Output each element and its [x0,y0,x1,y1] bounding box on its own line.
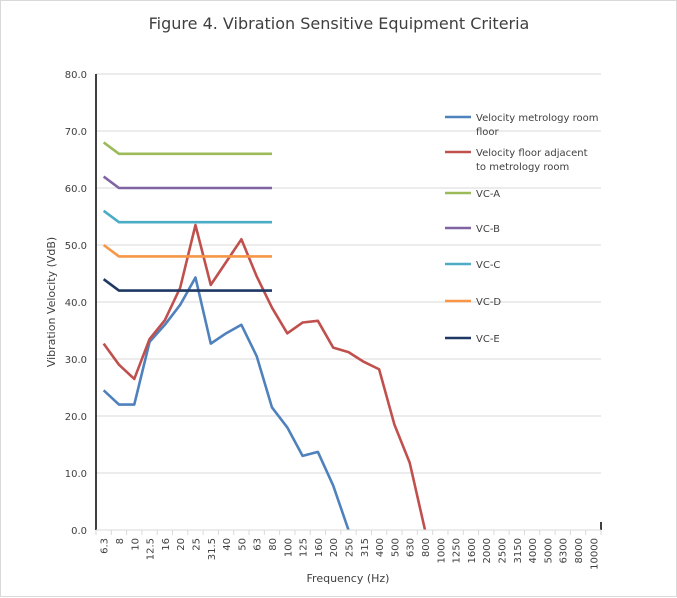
legend-label: VC-A [476,189,500,200]
x-tick-label: 2500 [498,538,509,563]
x-tick-label: 4000 [528,538,539,563]
x-tick-label: 500 [390,538,401,557]
x-tick-label: 80 [268,538,279,551]
y-tick-label: 20.0 [65,412,87,423]
x-tick-label: 50 [237,538,248,551]
x-axis-label: Frequency (Hz) [307,572,390,585]
x-tick-label: 31.5 [207,538,218,560]
x-tick-label: 250 [345,538,356,557]
x-tick-label: 1600 [467,538,478,563]
x-tick-label: 25 [191,538,202,551]
series-line [102,209,272,224]
x-tick-label: 1000 [436,538,447,563]
x-tick-label: 40 [222,538,233,551]
x-tick-label: 100 [283,538,294,557]
x-tick-label: 10 [130,538,141,551]
y-tick-label: 80.0 [65,70,87,81]
legend-label: to metrology room [476,162,569,173]
x-tick-label: 2000 [482,538,493,563]
x-tick-label: 800 [421,538,432,557]
x-tick-label: 1250 [452,538,463,563]
series-line [102,223,427,531]
x-tick-label: 5000 [543,538,554,563]
legend-label: Velocity floor adjacent [476,148,588,159]
x-tick-label: 8 [115,538,126,544]
x-tick-label: 16 [161,538,172,551]
y-tick-label: 40.0 [65,298,87,309]
x-tick-label: 3150 [513,538,524,563]
series-line [102,243,272,258]
y-tick-label: 50.0 [65,241,87,252]
legend-label: floor [476,127,500,138]
series-line [102,278,272,292]
legend-label: VC-C [476,260,500,271]
chart-title: Figure 4. Vibration Sensitive Equipment … [149,14,530,33]
x-tick-label: 63 [253,538,264,551]
x-tick-label: 315 [360,538,371,557]
x-tick-label: 6.3 [100,538,111,554]
series-line [102,175,272,190]
legend-label: Velocity metrology room [476,113,598,124]
y-tick-label: 0.0 [71,526,87,537]
series-line [102,141,272,156]
y-tick-label: 70.0 [65,127,87,138]
y-tick-label: 10.0 [65,469,87,480]
x-tick-label: 12.5 [146,538,157,560]
y-axis-label: Vibration Velocity (VdB) [45,237,58,367]
legend-label: VC-D [476,297,501,308]
x-tick-label: 20 [176,538,187,551]
x-tick-label: 630 [406,538,417,557]
legend-label: VC-B [476,224,500,235]
x-tick-label: 10000 [589,538,600,570]
x-tick-label: 200 [329,538,340,557]
y-tick-label: 30.0 [65,355,87,366]
x-tick-label: 160 [314,538,325,557]
y-tick-label: 60.0 [65,184,87,195]
x-tick-label: 125 [299,538,310,557]
legend-label: VC-E [476,334,500,345]
x-tick-label: 400 [375,538,386,557]
x-tick-label: 8000 [574,538,585,563]
series-line [102,276,350,531]
x-tick-label: 6300 [559,538,570,563]
